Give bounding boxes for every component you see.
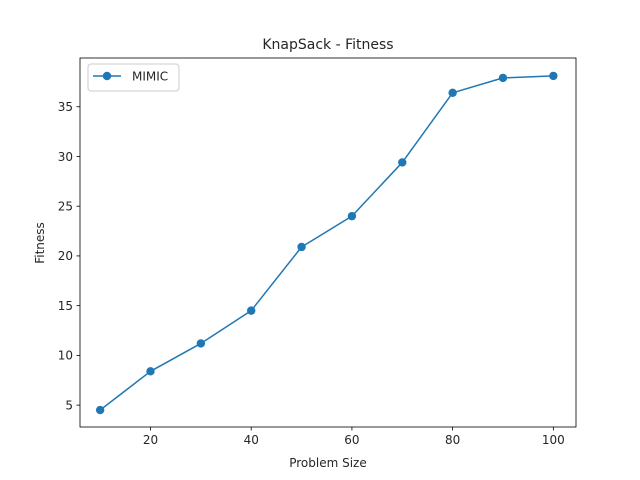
legend-label-mimic: MIMIC bbox=[132, 70, 168, 84]
x-tick-label: 20 bbox=[143, 433, 158, 447]
data-point bbox=[347, 211, 357, 221]
series-layer bbox=[95, 71, 558, 415]
data-point bbox=[297, 242, 306, 252]
y-tick-label: 5 bbox=[65, 398, 73, 412]
chart-title: KnapSack - Fitness bbox=[262, 37, 393, 53]
data-point bbox=[95, 405, 105, 415]
x-tick-label: 100 bbox=[542, 433, 565, 447]
data-point bbox=[498, 73, 508, 83]
y-tick-label: 25 bbox=[58, 199, 73, 213]
y-tick-label: 15 bbox=[58, 299, 73, 313]
y-axis-label: Fitness bbox=[33, 222, 47, 264]
y-tick-label: 35 bbox=[58, 100, 73, 114]
data-point bbox=[146, 367, 155, 376]
data-point bbox=[549, 71, 558, 81]
data-point bbox=[398, 158, 407, 167]
legend: MIMIC bbox=[87, 63, 180, 92]
x-axis-label: Problem Size bbox=[289, 456, 367, 470]
legend-marker-mimic bbox=[102, 71, 112, 81]
y-tick-label: 20 bbox=[58, 249, 73, 263]
legend-box bbox=[87, 63, 180, 92]
y-tick-label: 30 bbox=[58, 150, 73, 164]
data-point bbox=[448, 88, 457, 98]
axes-frame bbox=[79, 57, 577, 428]
plot-area bbox=[79, 57, 577, 428]
y-tick-label: 10 bbox=[58, 349, 73, 363]
x-axis: 20 40 60 80 100 bbox=[143, 427, 565, 447]
x-tick-label: 40 bbox=[244, 433, 259, 447]
series-line-mimic bbox=[99, 75, 554, 411]
y-axis: 5 10 15 20 25 30 35 bbox=[58, 100, 80, 412]
data-point bbox=[196, 339, 206, 348]
x-tick-label: 60 bbox=[344, 433, 359, 447]
data-point bbox=[247, 306, 256, 315]
x-tick-label: 80 bbox=[445, 433, 460, 447]
